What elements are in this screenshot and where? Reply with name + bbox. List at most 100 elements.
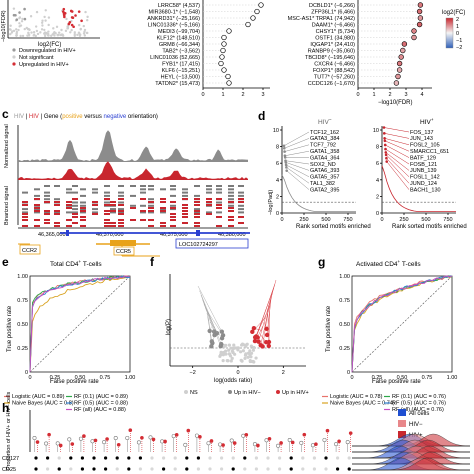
- binary-cell-hivpos: [140, 219, 146, 221]
- volcano-a-point: [47, 23, 50, 27]
- h-head-hivpos: [267, 436, 272, 441]
- volcano-a-point-down: [12, 13, 16, 17]
- binary-cell-hivpos: [104, 225, 110, 227]
- h-dot-cd127: [278, 456, 282, 460]
- b-left-dot: [221, 41, 227, 47]
- b-left-tick-label: 1: [221, 92, 224, 98]
- h-dot-cd25: [336, 467, 340, 471]
- binary-cell-hivneg: [194, 194, 200, 197]
- roc-frame: [351, 275, 453, 373]
- volcano-a-point: [35, 29, 39, 33]
- f-point-ns: [218, 354, 222, 358]
- d-motif-label: GATA1_358: [310, 149, 339, 155]
- h-head-hivneg: [252, 442, 257, 447]
- binary-cell-hivpos: [170, 213, 176, 215]
- d-leader-line: [385, 148, 410, 165]
- roc-x-tick-label: 0.25: [372, 375, 383, 381]
- panel-a-volcano-points: [8, 7, 89, 38]
- h-dot-cd127: [138, 456, 142, 460]
- binary-cell-hivpos: [194, 222, 200, 224]
- h-head-hivneg: [67, 437, 72, 442]
- h-head-hivneg: [194, 433, 199, 438]
- roc-y-tick-label: 0.50: [339, 322, 350, 328]
- h-dot-cd127: [312, 456, 316, 460]
- binary-cell-hivpos: [66, 207, 72, 209]
- legend-swatch-all: [398, 409, 406, 416]
- panel-a-ylabel: −log10(FDR): [1, 10, 7, 42]
- binary-cell-hivneg: [72, 191, 78, 194]
- h-head-hivpos: [314, 442, 318, 447]
- h-dot-cd25: [185, 467, 189, 471]
- binary-cell-hivpos: [44, 201, 50, 203]
- binary-cell-hivpos: [170, 225, 176, 227]
- roc-curve: [351, 275, 453, 373]
- h-head-hivneg: [287, 438, 292, 443]
- binary-cell-hivpos: [34, 204, 40, 206]
- b-left-gene-label: MIR3680-1* (−1,548): [148, 10, 200, 16]
- d-y-tick-label: 2: [376, 194, 379, 200]
- roc-y-tick-label: 0: [25, 370, 28, 376]
- volcano-a-point: [57, 31, 61, 34]
- panel-b-right: DCBLD1* (−6,266)ZFP36L1* (6,466)MSC-AS1*…: [288, 0, 465, 106]
- panel-e: e Total CD4+ T-cells 000.250.250.500.500…: [2, 255, 135, 413]
- d-motif-point: [385, 160, 389, 163]
- binary-cell-hivpos: [118, 210, 124, 212]
- roc-x-tick-label: 0.50: [75, 375, 86, 381]
- volcano-a-point: [35, 10, 39, 14]
- b-left-gene-label: HEYL (−13,500): [161, 75, 201, 81]
- h-dot-cd127: [231, 456, 235, 460]
- binary-cell-hivpos: [148, 219, 154, 221]
- h-head-hivneg: [183, 442, 188, 447]
- binary-cell-hivneg: [44, 211, 50, 214]
- binary-cell-hivpos: [216, 207, 222, 209]
- binary-cell-hivneg: [118, 191, 124, 194]
- d-motif-label: SMARCC1_651: [410, 149, 449, 155]
- f-point-ns: [227, 343, 231, 347]
- volcano-a-point-up: [68, 20, 72, 24]
- binary-cell-hivpos: [238, 222, 244, 224]
- roc-y-tick-label: 0.50: [17, 322, 28, 328]
- binary-cell-hivpos: [182, 207, 188, 209]
- h-head-hivpos: [325, 428, 330, 433]
- binary-cell-hivpos: [54, 201, 60, 203]
- h-dot-cd25: [266, 467, 270, 471]
- f-point-ns: [222, 343, 227, 348]
- binary-cell-hivpos: [118, 222, 124, 224]
- b-right-gene-label: TBCID8* (−195,646): [305, 55, 355, 61]
- d-leader-line: [384, 133, 410, 139]
- binary-cell-hivneg: [130, 204, 136, 207]
- b-left-gene-label: LINC01336* (−5,166): [148, 23, 200, 29]
- binary-cell-hivneg: [80, 188, 86, 191]
- binary-cell-hivneg: [170, 208, 176, 211]
- h-dot-cd127: [127, 456, 131, 460]
- b-right-dot: [393, 80, 400, 86]
- volcano-a-point: [78, 32, 81, 35]
- volcano-a-point-up: [70, 23, 74, 27]
- binary-cell-hivpos: [92, 201, 98, 203]
- h-head-hivneg: [113, 435, 118, 440]
- d-leader-line: [385, 154, 410, 177]
- f-point-ns: [224, 352, 228, 356]
- f-point-ns: [251, 348, 256, 352]
- d-rank-curve: [381, 165, 456, 212]
- b-right-gene-label: DAAM1* (−6,466): [312, 23, 355, 29]
- binary-cell-hivneg: [194, 185, 200, 187]
- roc-x-tick-label: 0.25: [50, 375, 61, 381]
- h-head-hivneg: [44, 441, 49, 446]
- roc-x-tick-label: 0.50: [397, 375, 408, 381]
- d-leader-line: [283, 131, 310, 146]
- b-left-tick-label: 3: [261, 92, 264, 98]
- d-leader-line: [384, 138, 410, 146]
- gene-loc102724297-label: LOC102724297: [179, 242, 218, 248]
- d-motif-label: GATA2_395: [310, 187, 339, 193]
- binary-cell-hivneg: [80, 204, 86, 207]
- b-left-gene-label: GRM8 (−66,344): [159, 42, 200, 48]
- f-point-up: [266, 343, 271, 349]
- binary-cell-hivpos: [148, 207, 154, 209]
- panel-c-ylabel-normalized: Normalized signal: [4, 124, 10, 168]
- h-dot-cd25: [92, 467, 96, 471]
- panel-f-legend-ns: NS: [190, 390, 198, 396]
- binary-cell-hivpos: [118, 213, 124, 215]
- panel-d-left-xlabel: Rank sorted motifs enriched: [296, 224, 371, 230]
- binary-cell-hivneg: [206, 188, 212, 191]
